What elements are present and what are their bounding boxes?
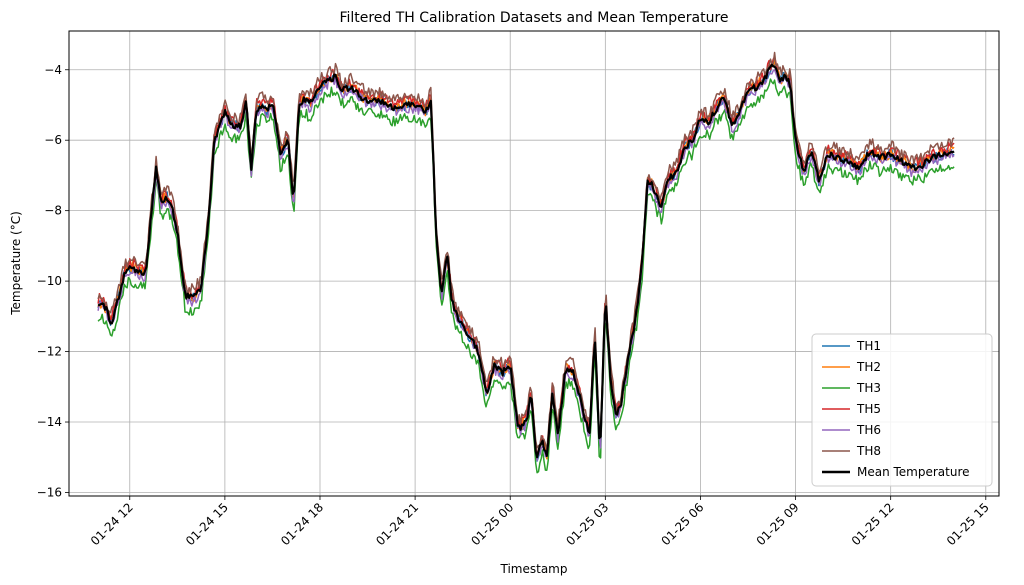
y-tick-label: −16	[37, 485, 62, 499]
legend-label: TH8	[856, 444, 881, 458]
legend-frame	[811, 333, 993, 487]
y-tick-label: −14	[37, 415, 62, 429]
y-tick-label: −8	[44, 204, 62, 218]
y-tick-label: −6	[44, 133, 62, 147]
legend-label: TH6	[856, 423, 881, 437]
chart-title: Filtered TH Calibration Datasets and Mea…	[339, 10, 728, 26]
series-line-th3	[97, 78, 955, 474]
legend-label: TH3	[856, 381, 881, 395]
series-lines	[97, 51, 955, 474]
x-axis-title: Timestamp	[500, 562, 568, 576]
y-axis-title: Temperature (°C)	[9, 211, 23, 316]
legend-label: TH5	[856, 402, 881, 416]
plot-frame	[68, 30, 1000, 497]
legend: TH1 TH2 TH3 TH5 TH6 TH8 Mean Temperature	[811, 333, 993, 487]
legend-label: TH2	[856, 360, 881, 374]
legend-label: Mean Temperature	[857, 465, 970, 479]
series-line-mean-temperature	[97, 63, 955, 459]
y-tick-label: −4	[44, 63, 62, 77]
series-line-th8	[97, 51, 955, 451]
legend-label: TH1	[856, 339, 881, 353]
y-tick-label: −10	[37, 274, 62, 288]
y-tick-label: −12	[37, 345, 62, 359]
